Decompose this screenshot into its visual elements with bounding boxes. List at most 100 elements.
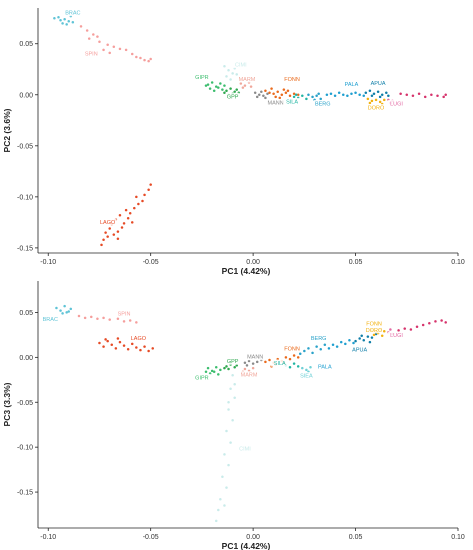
data-point [362, 94, 366, 98]
data-point [116, 230, 120, 233]
data-point [276, 90, 279, 93]
data-point [126, 348, 130, 351]
population-label: BRAC [43, 317, 58, 323]
data-point [387, 94, 390, 98]
x-tick-label: 0.10 [451, 534, 465, 541]
data-point [368, 89, 372, 92]
data-point [102, 345, 105, 348]
data-point [268, 358, 271, 362]
data-point [292, 354, 296, 357]
data-point [382, 330, 386, 333]
population-label-bg [266, 98, 285, 106]
data-point [266, 92, 269, 95]
population-label-bg [240, 371, 258, 379]
data-point [143, 193, 146, 197]
data-point [133, 206, 136, 210]
data-point [130, 52, 134, 56]
population-label: FONN [284, 77, 300, 83]
data-point [135, 195, 138, 199]
data-point [417, 92, 421, 95]
data-point [292, 362, 296, 365]
data-point [233, 396, 236, 400]
data-point [96, 317, 99, 320]
data-point [243, 367, 247, 371]
data-point [245, 364, 249, 367]
data-point [233, 383, 236, 386]
data-point [423, 95, 427, 99]
population-label: DORO [368, 106, 385, 112]
data-point [335, 345, 339, 348]
data-point [436, 94, 439, 98]
data-point [331, 343, 335, 347]
data-point [231, 72, 234, 75]
data-point [87, 37, 91, 40]
data-point [149, 183, 152, 186]
population-label: SPIN [85, 51, 98, 57]
data-point [130, 221, 134, 224]
data-point [270, 87, 273, 90]
data-point [116, 337, 120, 340]
population-label: BERG [311, 336, 327, 342]
data-point [214, 85, 218, 88]
population-label: LUGI [390, 333, 403, 339]
data-point [329, 92, 333, 95]
population-label: SILA [274, 361, 286, 367]
data-point [268, 91, 271, 94]
data-point [389, 328, 392, 331]
population-label-bg [193, 73, 211, 81]
population-label: FONN [366, 322, 382, 328]
population-label: MARM [241, 373, 258, 379]
data-point [112, 45, 116, 49]
data-point [120, 226, 124, 229]
data-point [225, 486, 228, 489]
data-point [223, 64, 226, 68]
data-point [83, 316, 87, 320]
data-point [253, 91, 257, 94]
data-point [229, 78, 232, 81]
data-point [108, 227, 111, 230]
data-point [90, 315, 93, 319]
data-point [296, 365, 300, 368]
data-point [301, 94, 304, 98]
data-point [317, 92, 320, 95]
data-point [227, 408, 230, 411]
data-point [61, 312, 64, 315]
data-point [397, 329, 400, 332]
data-point [323, 343, 327, 347]
y-tick-label: -0.05 [17, 143, 33, 150]
data-point [92, 33, 95, 36]
data-point [352, 341, 355, 345]
data-point [135, 55, 138, 59]
data-point [241, 86, 245, 89]
data-point [298, 352, 302, 356]
data-point [358, 93, 361, 97]
data-point [303, 349, 306, 353]
x-tick-label: 0.05 [349, 534, 363, 541]
data-point [219, 82, 222, 85]
population-label-bg [367, 104, 385, 112]
data-point [239, 82, 243, 85]
population-label-bg [231, 61, 250, 69]
population-label-bg [238, 75, 256, 83]
data-point [235, 73, 238, 76]
data-point [151, 347, 154, 350]
data-point [251, 362, 255, 365]
data-point [264, 360, 267, 364]
data-point [206, 366, 210, 370]
data-point [380, 93, 384, 97]
data-point [79, 25, 83, 28]
data-point [135, 346, 138, 349]
data-point [110, 343, 114, 347]
data-point [325, 93, 329, 97]
data-point [372, 333, 376, 337]
data-point [264, 96, 267, 100]
data-point [280, 93, 284, 97]
x-tick-label: 0.00 [246, 259, 260, 266]
x-tick-label: -0.10 [40, 259, 56, 266]
data-point [430, 93, 433, 97]
data-point [243, 361, 247, 364]
data-point [143, 58, 146, 62]
data-point [104, 231, 107, 234]
population-label: APUA [371, 81, 386, 87]
data-point [124, 208, 128, 212]
